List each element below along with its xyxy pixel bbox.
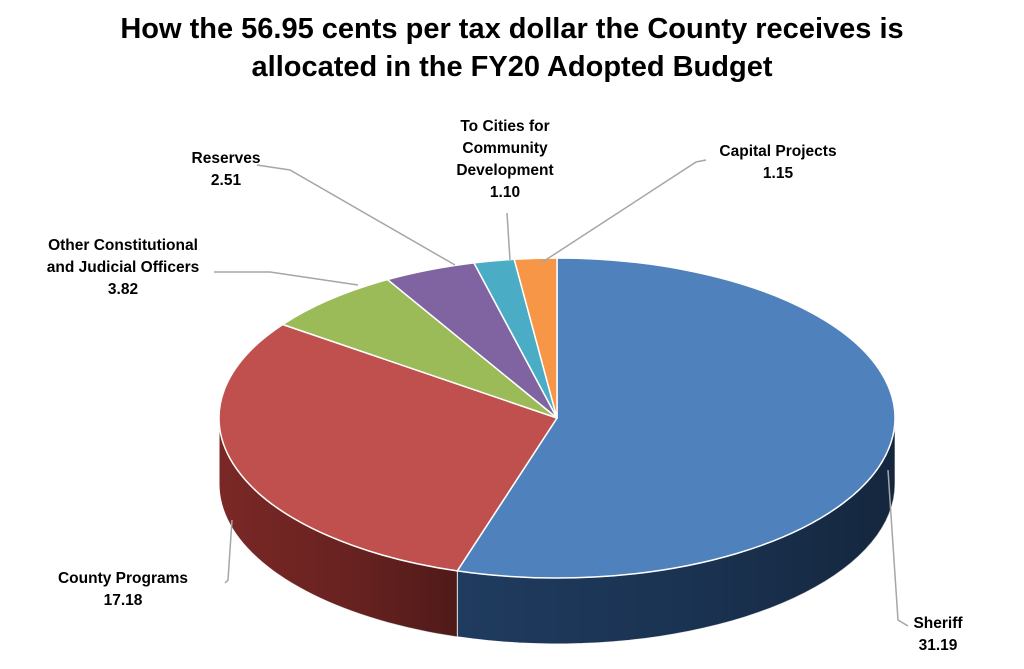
leader-line-sheriff	[887, 469, 909, 627]
pie-side-shade-county-programs	[219, 418, 458, 637]
pie-slice-county-programs	[218, 323, 559, 572]
slice-value-other-constitutional-and-judicial-officers: 3.82	[108, 281, 138, 298]
pie-slice-capital-projects	[513, 257, 558, 419]
leader-line-reserves	[256, 164, 456, 266]
pie-tops	[218, 257, 896, 579]
leader-line-county-programs	[224, 519, 233, 584]
slice-label-to-cities-for-community-development: Development	[456, 162, 553, 179]
slice-label-to-cities-for-community-development: Community	[462, 140, 548, 157]
slice-value-reserves: 2.51	[211, 172, 242, 189]
slice-value-sheriff: 31.19	[919, 637, 958, 654]
slice-label-reserves: Reserves	[192, 150, 261, 167]
pie-slice-other-constitutional-and-judicial-officers	[281, 278, 558, 419]
slice-label-county-programs: County Programs	[58, 570, 188, 587]
slice-label-sheriff: Sheriff	[913, 615, 963, 632]
slice-value-to-cities-for-community-development: 1.10	[490, 184, 520, 201]
chart-title: How the 56.95 cents per tax dollar the C…	[0, 10, 1024, 86]
pie-slice-sheriff	[455, 257, 896, 579]
leader-line-other-constitutional-and-judicial-officers	[214, 271, 359, 286]
slice-value-county-programs: 17.18	[104, 592, 143, 609]
leader-line-capital-projects	[540, 159, 707, 264]
slice-label-to-cities-for-community-development: To Cities for	[460, 118, 549, 135]
leader-line-to-cities-for-community-development	[506, 212, 511, 261]
slice-label-other-constitutional-and-judicial-officers: Other Constitutional	[48, 237, 198, 254]
pie-side-shade-sheriff	[457, 418, 895, 644]
slice-label-capital-projects: Capital Projects	[719, 143, 836, 160]
slice-value-capital-projects: 1.15	[763, 165, 794, 182]
chart-title-line-2: allocated in the FY20 Adopted Budget	[251, 51, 773, 83]
slice-labels: Sheriff 31.19 County Programs 17.18 Other Co…	[47, 118, 964, 654]
leader-lines	[214, 159, 909, 627]
slice-label-other-constitutional-and-judicial-officers: and Judicial Officers	[47, 259, 199, 276]
chart-title-line-1: How the 56.95 cents per tax dollar the C…	[120, 13, 904, 45]
